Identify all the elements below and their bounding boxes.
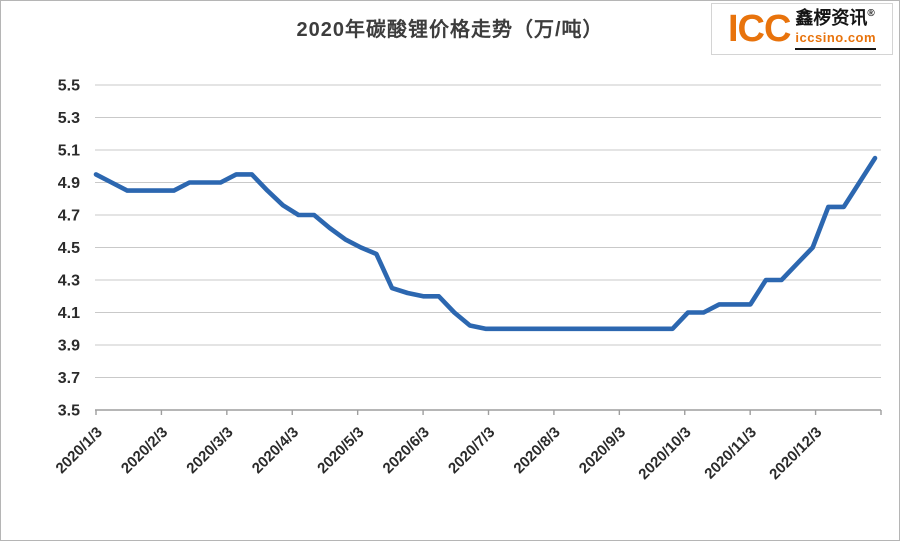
x-axis-tick-label: 2020/6/3	[380, 424, 433, 477]
x-axis-tick-label: 2020/3/3	[183, 424, 236, 477]
y-axis-tick-label: 4.9	[58, 175, 80, 192]
logo-website-text: iccsino.com	[795, 29, 877, 50]
y-axis-tick-label: 5.5	[58, 78, 80, 95]
x-axis-tick-label: 2020/2/3	[118, 424, 171, 477]
x-axis-tick-label: 2020/12/3	[766, 424, 825, 483]
x-axis-tick-label: 2020/8/3	[510, 424, 563, 477]
price-series-group	[93, 155, 878, 332]
y-axis-tick-label: 5.1	[58, 143, 80, 160]
x-axis-tick-label: 2020/7/3	[445, 424, 498, 477]
registered-trademark-icon: ®	[867, 8, 875, 20]
price-line	[93, 155, 878, 332]
y-axis-tick-label: 3.9	[58, 338, 80, 355]
y-axis-tick-label: 3.7	[58, 370, 80, 387]
y-axis-tick-label: 3.5	[58, 403, 80, 420]
y-axis-labels-group: 5.5 5.3 5.1 4.9 4.7 4.5 4.3 4.1 3.9 3.7 3.5	[58, 78, 80, 420]
x-axis-tick-label: 2020/9/3	[576, 424, 629, 477]
y-axis-tick-label: 5.3	[58, 110, 80, 127]
iccsino-logo: ICC 鑫椤资讯® iccsino.com	[711, 3, 893, 55]
x-axis-tick-label: 2020/5/3	[314, 424, 367, 477]
icc-logo-text: ICC	[727, 7, 791, 50]
x-axis-tick-label: 2020/11/3	[701, 424, 760, 483]
x-axis-tick-label: 2020/10/3	[635, 424, 694, 483]
x-axis-group	[95, 409, 882, 415]
x-axis-labels-group: 2020/1/3 2020/2/3 2020/3/3 2020/4/3 2020/5/3…	[53, 424, 826, 483]
x-axis-tick-label: 2020/1/3	[53, 424, 106, 477]
logo-brand-name: 鑫椤资讯®	[795, 8, 875, 29]
y-axis-tick-label: 4.7	[58, 208, 80, 225]
chart-title: 2020年碳酸锂价格走势（万/吨）	[296, 19, 604, 41]
y-axis-tick-label: 4.3	[58, 273, 80, 290]
x-axis-tick-label: 2020/4/3	[249, 424, 302, 477]
y-axis-tick-label: 4.5	[58, 240, 80, 257]
gridlines-group	[95, 84, 881, 378]
logo-right-column: 鑫椤资讯® iccsino.com	[795, 8, 877, 50]
y-axis-tick-label: 4.1	[58, 305, 80, 322]
